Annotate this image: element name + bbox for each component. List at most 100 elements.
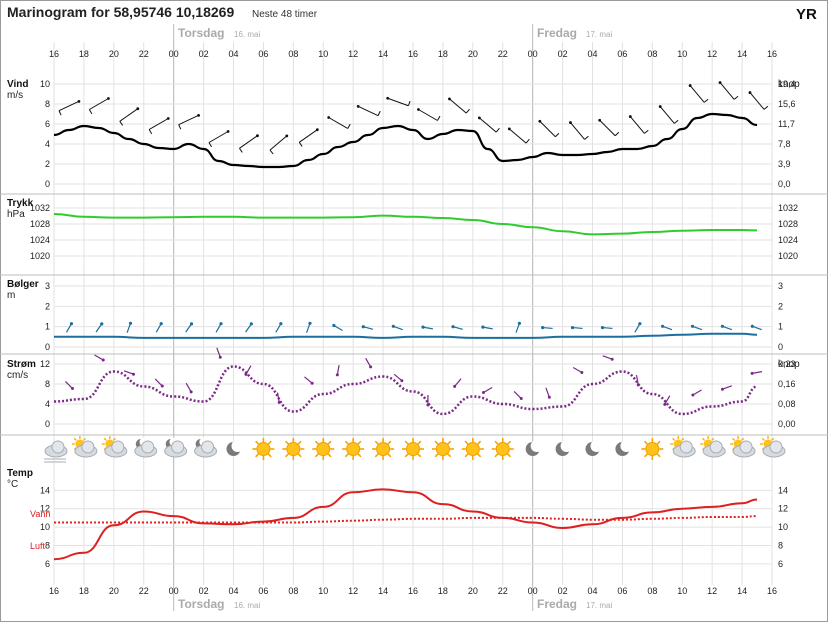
wave-arrow-head xyxy=(308,321,312,325)
wave-arrow-head xyxy=(219,322,223,326)
y-tick-right: 19,4 xyxy=(778,79,796,89)
sun-ray xyxy=(267,440,272,445)
current-unit-right-label: knop xyxy=(778,359,800,370)
temp-panel-label: Temp xyxy=(7,468,33,479)
hour-label-bottom: 14 xyxy=(378,586,388,596)
y-tick-right: 1020 xyxy=(778,251,798,261)
wind-barb xyxy=(119,108,139,122)
hour-label-bottom: 16 xyxy=(767,586,777,596)
wind-barb-head xyxy=(598,118,602,122)
current-unit-label: cm/s xyxy=(7,370,28,381)
wave-arrow-head xyxy=(541,325,545,330)
cloud-top xyxy=(201,440,215,454)
sun-ray xyxy=(656,453,661,458)
wave-direction-arrow xyxy=(634,323,641,333)
partly-cloudy-day-icon xyxy=(670,436,696,458)
wind-barb-head xyxy=(327,116,331,119)
wind-barb-tick xyxy=(298,142,303,147)
wind-barb-head xyxy=(718,81,722,84)
wind-barb xyxy=(479,117,497,133)
wave-direction-arrow xyxy=(126,323,132,333)
current-arrow-head xyxy=(453,384,457,388)
sun-ray xyxy=(656,440,661,445)
sun-ray xyxy=(255,453,260,458)
day-date-top-1: 16. mai xyxy=(234,30,260,39)
wave-direction-arrow xyxy=(572,326,583,330)
hour-label-bottom: 14 xyxy=(737,586,747,596)
wave-arrow-head xyxy=(750,324,754,328)
wind-barb xyxy=(719,82,735,100)
wave-direction-arrow xyxy=(275,323,282,333)
wind-barb-tick xyxy=(437,115,441,121)
y-tick-right: 3,9 xyxy=(778,159,791,169)
wind-barb xyxy=(58,100,80,112)
y-tick-left: 0 xyxy=(45,179,50,189)
waves-panel-label: Bølger xyxy=(7,279,39,290)
wave-direction-arrow xyxy=(65,323,72,333)
cloud-top xyxy=(739,440,753,454)
wave-direction-arrow xyxy=(363,326,374,330)
wave-arrow-head xyxy=(570,325,575,330)
current-direction-arrow xyxy=(635,374,639,386)
wind-barb-tick xyxy=(377,110,381,116)
sun-disc xyxy=(286,442,301,456)
yr-logo[interactable]: YR xyxy=(796,6,817,23)
legend-water: Vann xyxy=(30,509,50,519)
sun-ray xyxy=(494,453,499,458)
hour-label-top: 22 xyxy=(139,49,149,59)
cloudy-icon xyxy=(44,440,68,463)
wind-barb xyxy=(148,118,169,130)
y-tick-right: 2 xyxy=(778,301,783,311)
hour-label-top: 16 xyxy=(49,49,59,59)
hour-label-top: 12 xyxy=(707,49,717,59)
current-arrow-head xyxy=(218,355,222,359)
wind-barb-tick xyxy=(239,148,243,153)
sun-ray xyxy=(681,437,685,441)
wind-barb xyxy=(539,120,556,138)
wind-barb-head xyxy=(658,105,662,108)
hour-label-top: 10 xyxy=(318,49,328,59)
sun-ray xyxy=(464,440,469,445)
y-tick-left: 2 xyxy=(45,159,50,169)
hour-label-top: 16 xyxy=(767,49,777,59)
current-arrow-head xyxy=(131,372,135,376)
sun-ray xyxy=(732,437,735,441)
hour-label-bottom: 04 xyxy=(228,586,238,596)
moon-shadow xyxy=(620,440,633,452)
wave-arrow-head xyxy=(361,325,365,329)
current-arrow-head xyxy=(277,400,281,404)
current-arrow-head xyxy=(750,371,754,375)
cloud-top xyxy=(51,440,65,454)
hour-label-bottom: 20 xyxy=(468,586,478,596)
wind-barb-head xyxy=(77,99,81,103)
current-direction-arrow xyxy=(304,376,313,384)
wave-direction-arrow xyxy=(515,323,520,333)
wind-barb xyxy=(599,119,616,137)
cloud-top xyxy=(769,440,783,454)
sun-ray xyxy=(434,453,439,458)
sun-ray xyxy=(477,453,482,458)
y-tick-left: 6 xyxy=(45,559,50,569)
current-direction-arrow xyxy=(722,385,733,390)
hour-label-bottom: 06 xyxy=(258,586,268,596)
sun-ray xyxy=(477,440,482,445)
sun-ray xyxy=(103,437,107,441)
current-arrow-head xyxy=(519,397,523,401)
wind-barb-head xyxy=(569,121,572,124)
wave-arrow-head xyxy=(720,324,725,328)
sun-ray xyxy=(447,453,452,458)
y-tick-right: 3 xyxy=(778,281,783,291)
wave-direction-arrow xyxy=(215,323,222,333)
y-tick-left: 1024 xyxy=(30,235,50,245)
wind-barb-head xyxy=(356,104,360,108)
y-tick-right: 1032 xyxy=(778,203,798,213)
current-direction-arrow xyxy=(185,382,192,393)
sun-ray xyxy=(73,437,77,441)
current-direction-arrow xyxy=(94,354,104,361)
current-panel-label: Strøm xyxy=(7,359,36,370)
wind-barb-tick xyxy=(208,142,212,148)
sun-ray xyxy=(711,437,715,441)
hour-label-top: 06 xyxy=(617,49,627,59)
wind-barb-tick xyxy=(88,109,93,115)
